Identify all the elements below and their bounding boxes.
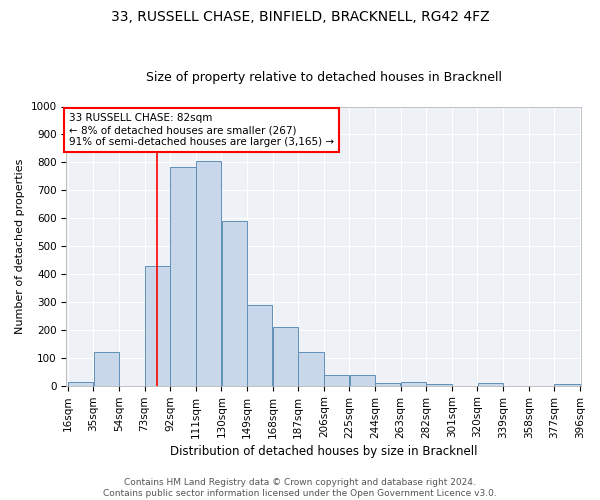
Text: 33 RUSSELL CHASE: 82sqm
← 8% of detached houses are smaller (267)
91% of semi-de: 33 RUSSELL CHASE: 82sqm ← 8% of detached…	[69, 114, 334, 146]
Text: Contains HM Land Registry data © Crown copyright and database right 2024.
Contai: Contains HM Land Registry data © Crown c…	[103, 478, 497, 498]
Bar	[324, 374, 349, 386]
Bar	[170, 166, 196, 386]
Bar	[375, 383, 400, 386]
Bar	[247, 304, 272, 386]
Y-axis label: Number of detached properties: Number of detached properties	[15, 158, 25, 334]
Text: 33, RUSSELL CHASE, BINFIELD, BRACKNELL, RG42 4FZ: 33, RUSSELL CHASE, BINFIELD, BRACKNELL, …	[110, 10, 490, 24]
Bar	[350, 374, 375, 386]
Bar	[554, 384, 580, 386]
Bar	[68, 382, 93, 386]
Bar	[273, 327, 298, 386]
Bar	[145, 266, 170, 386]
Title: Size of property relative to detached houses in Bracknell: Size of property relative to detached ho…	[146, 72, 502, 85]
Bar	[401, 382, 426, 386]
Bar	[94, 352, 119, 386]
Bar	[298, 352, 323, 386]
Bar	[427, 384, 452, 386]
Bar	[196, 161, 221, 386]
Bar	[478, 383, 503, 386]
Bar	[221, 221, 247, 386]
X-axis label: Distribution of detached houses by size in Bracknell: Distribution of detached houses by size …	[170, 444, 478, 458]
